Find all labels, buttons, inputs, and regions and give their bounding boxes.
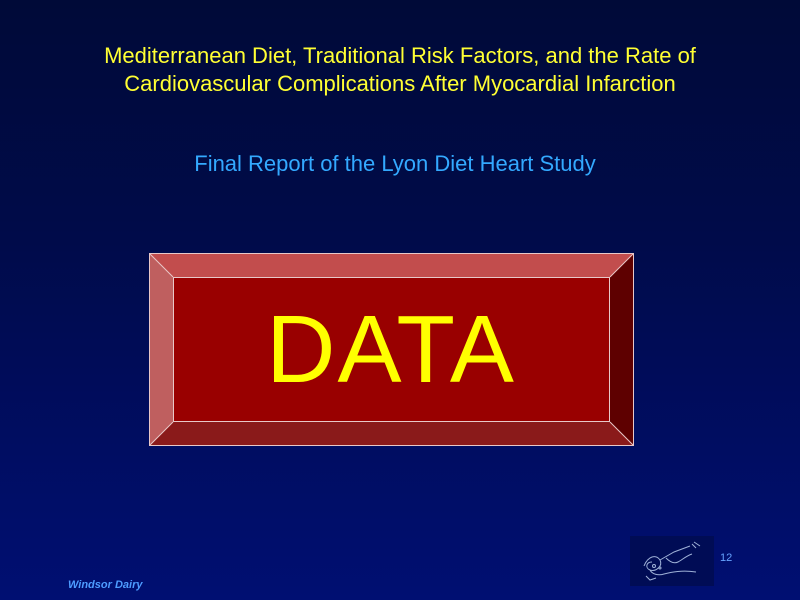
bevel-top (149, 253, 634, 277)
signature-sketch-logo-icon (630, 536, 714, 586)
page-number: 12 (720, 552, 733, 564)
slide-title: Mediterranean Diet, Traditional Risk Fac… (104, 43, 696, 96)
bevel-left (149, 253, 173, 446)
banner-label: DATA (266, 295, 516, 403)
slide-subtitle: Final Report of the Lyon Diet Heart Stud… (194, 151, 596, 176)
footer-brand: Windsor Dairy (68, 579, 143, 591)
banner-bevel-graphic (149, 253, 634, 446)
data-banner: DATA (149, 253, 634, 446)
bevel-right (610, 253, 634, 446)
banner-face (173, 277, 610, 422)
bevel-bottom (149, 422, 634, 446)
